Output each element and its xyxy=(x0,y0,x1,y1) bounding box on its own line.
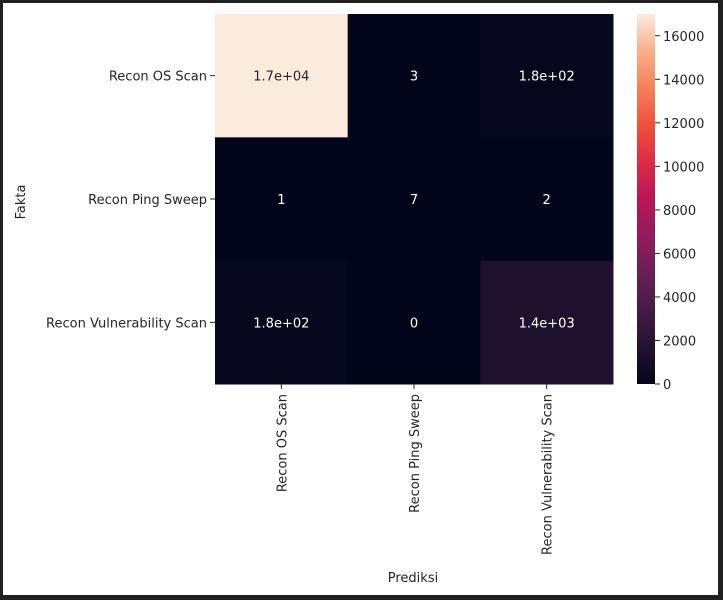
colorbar-tick-label: 8000 xyxy=(663,204,696,219)
cell-annotation: 1 xyxy=(277,193,285,208)
colorbar-tick-label: 14000 xyxy=(663,73,704,88)
x-tick-label: Recon OS Scan xyxy=(275,394,290,492)
heatmap-cell xyxy=(347,14,481,138)
cell-annotation: 1.7e+04 xyxy=(253,70,309,85)
y-tick-label: Recon OS Scan xyxy=(109,70,207,85)
cell-annotation: 3 xyxy=(410,70,418,85)
heatmap-cell xyxy=(347,137,481,262)
heatmap-cells xyxy=(215,14,614,385)
heatmap-cell xyxy=(215,137,349,262)
y-tick-label: Recon Ping Sweep xyxy=(88,193,207,208)
colorbar-ticks: 0 2000 4000 6000 8000 10000 12000 14000 16000 xyxy=(655,30,704,393)
figure: 1.7e+04 3 1.8e+02 1 7 2 1.8e+02 0 1.4e+03 Recon … xyxy=(3,3,718,595)
cell-annotation: 1.8e+02 xyxy=(253,316,309,331)
colorbar: 0 2000 4000 6000 8000 10000 12000 14000 16000 xyxy=(637,14,704,393)
colorbar-tick-label: 10000 xyxy=(663,160,704,175)
cell-annotations: 1.7e+04 3 1.8e+02 1 7 2 1.8e+02 0 1.4e+03 xyxy=(253,70,574,332)
heatmap-cell xyxy=(215,260,349,385)
heatmap-cell xyxy=(215,14,349,138)
x-tick-label: Recon Vulnerability Scan xyxy=(541,394,556,555)
heatmap-cell xyxy=(347,260,481,385)
heatmap-cell xyxy=(480,260,614,385)
x-tick-label: Recon Ping Sweep xyxy=(408,394,423,513)
x-axis-ticks: Recon OS Scan Recon Ping Sweep Recon Vulne… xyxy=(275,384,556,555)
colorbar-tick-label: 12000 xyxy=(663,117,704,132)
cell-annotation: 0 xyxy=(410,316,418,331)
colorbar-tick-label: 16000 xyxy=(663,30,704,45)
confusion-matrix-heatmap: 1.7e+04 3 1.8e+02 1 7 2 1.8e+02 0 1.4e+03 Recon … xyxy=(14,14,704,586)
heatmap-cell xyxy=(480,137,614,262)
colorbar-tick-label: 0 xyxy=(663,378,671,393)
y-tick-label: Recon Vulnerability Scan xyxy=(46,316,207,331)
cell-annotation: 7 xyxy=(410,193,418,208)
cell-annotation: 1.8e+02 xyxy=(519,70,575,85)
colorbar-tick-label: 4000 xyxy=(663,291,696,306)
colorbar-gradient xyxy=(637,14,655,384)
cell-annotation: 2 xyxy=(543,193,551,208)
colorbar-tick-label: 2000 xyxy=(663,334,696,349)
colorbar-tick-label: 6000 xyxy=(663,247,696,262)
heatmap-cell xyxy=(480,14,614,138)
y-axis-ticks: Recon OS Scan Recon Ping Sweep Recon Vulne… xyxy=(46,70,215,331)
y-axis-label: Fakta xyxy=(14,185,29,220)
cell-annotation: 1.4e+03 xyxy=(519,316,575,331)
x-axis-label: Prediksi xyxy=(388,571,438,586)
